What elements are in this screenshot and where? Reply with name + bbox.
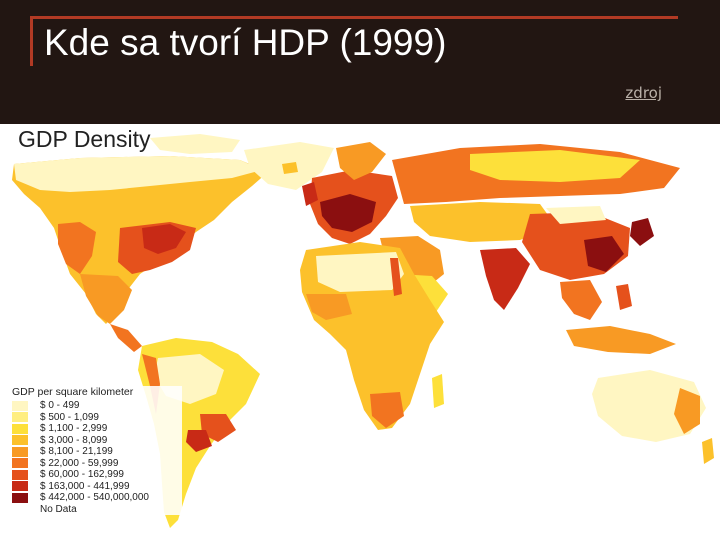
us-west <box>58 222 96 274</box>
india <box>480 248 530 310</box>
title-rule <box>30 16 678 19</box>
legend-label: $ 8,100 - 21,199 <box>40 446 113 458</box>
australia-east <box>674 388 700 434</box>
southeast-asia <box>560 280 602 320</box>
nile <box>390 258 402 296</box>
legend-label: $ 442,000 - 540,000,000 <box>40 492 149 504</box>
legend-label: $ 163,000 - 441,999 <box>40 480 130 492</box>
slide-title: Kde sa tvorí HDP (1999) <box>44 22 447 63</box>
legend-item: $ 1,100 - 2,999 <box>12 423 182 435</box>
legend-swatch <box>12 458 28 469</box>
indonesia <box>566 326 676 354</box>
legend-label: $ 500 - 1,099 <box>40 411 99 423</box>
legend-item: $ 22,000 - 59,999 <box>12 458 182 470</box>
south-africa <box>370 392 404 428</box>
legend-swatch <box>12 469 28 480</box>
new-zealand <box>702 438 714 464</box>
madagascar <box>432 374 444 408</box>
legend-item: $ 3,000 - 8,099 <box>12 435 182 447</box>
europe-core <box>320 194 376 232</box>
legend-swatch <box>12 492 28 503</box>
korea-japan <box>630 218 654 246</box>
legend-item: $ 60,000 - 162,999 <box>12 469 182 481</box>
source-link[interactable]: zdroj <box>625 84 662 102</box>
legend-label: No Data <box>40 503 77 515</box>
legend-item: No Data <box>12 504 182 516</box>
legend-swatch <box>12 504 28 515</box>
west-africa <box>306 294 352 320</box>
iceland <box>282 162 298 174</box>
map-title: GDP Density <box>18 126 151 152</box>
brazil-south <box>186 430 212 452</box>
philippines <box>616 284 632 310</box>
legend-item: $ 500 - 1,099 <box>12 412 182 424</box>
legend-title: GDP per square kilometer <box>12 386 134 398</box>
legend-item: $ 442,000 - 540,000,000 <box>12 492 182 504</box>
legend-label: $ 22,000 - 59,999 <box>40 457 119 469</box>
map-legend: GDP per square kilometer $ 0 - 499 $ 500… <box>12 386 182 515</box>
legend-swatch <box>12 412 28 423</box>
canada-north <box>14 156 262 192</box>
legend-swatch <box>12 446 28 457</box>
australia <box>592 370 706 442</box>
sahara <box>316 252 404 292</box>
legend-label: $ 0 - 499 <box>40 400 80 412</box>
legend-swatch <box>12 481 28 492</box>
mongolia <box>546 206 606 224</box>
uk <box>302 182 318 206</box>
central-america <box>110 324 142 352</box>
legend-label: $ 60,000 - 162,999 <box>40 469 124 481</box>
brazil-southeast <box>200 414 236 442</box>
siberia <box>470 150 640 182</box>
map-panel: GDP Density GDP per square kilometer $ 0… <box>0 124 720 540</box>
mexico <box>80 274 132 324</box>
legend-item: $ 8,100 - 21,199 <box>12 446 182 458</box>
central-asia <box>410 202 556 242</box>
legend-label: $ 1,100 - 2,999 <box>40 423 108 435</box>
legend-item: $ 163,000 - 441,999 <box>12 481 182 493</box>
legend-label: $ 3,000 - 8,099 <box>40 434 108 446</box>
legend-item: $ 0 - 499 <box>12 400 182 412</box>
us-northeast <box>142 224 186 254</box>
slide-header: Kde sa tvorí HDP (1999) zdroj <box>0 0 720 124</box>
legend-swatch <box>12 400 28 411</box>
china-east <box>584 236 624 272</box>
arctic-islands <box>150 134 240 154</box>
title-bracket <box>30 16 33 66</box>
scandinavia <box>336 142 386 180</box>
legend-swatch <box>12 435 28 446</box>
legend-swatch <box>12 423 28 434</box>
